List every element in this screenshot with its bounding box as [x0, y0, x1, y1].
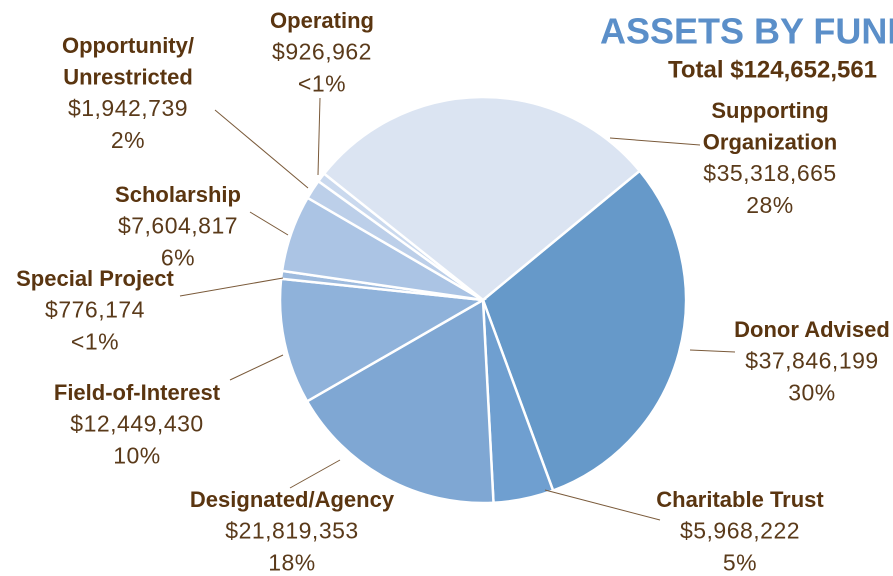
- value-label: $21,819,353: [225, 518, 358, 544]
- chart-subtitle: Total $124,652,561: [668, 56, 877, 83]
- percent-label: 18%: [268, 550, 316, 576]
- leader-line: [609, 137, 701, 146]
- leader-line: [179, 277, 284, 297]
- pie-slice: [278, 277, 487, 404]
- slice-name: Special Project: [16, 266, 174, 291]
- slice-name: Designated/Agency: [190, 487, 395, 512]
- value-label: $12,449,430: [70, 411, 203, 437]
- value-label: $776,174: [45, 297, 145, 323]
- leader-line: [249, 211, 289, 236]
- pie-slice: [481, 169, 688, 493]
- pie-slice: [322, 95, 642, 302]
- leader-line: [214, 109, 309, 189]
- value-label: $5,968,222: [680, 518, 800, 544]
- leader-line: [689, 349, 736, 353]
- value-label: $7,604,817: [118, 213, 238, 239]
- percent-label: 5%: [723, 550, 757, 576]
- value-label: $37,846,199: [745, 348, 878, 374]
- percent-label: 28%: [746, 192, 794, 218]
- leader-line: [317, 97, 321, 176]
- percent-label: <1%: [298, 71, 346, 97]
- leader-line: [229, 354, 284, 381]
- slice-name: Supporting: [711, 98, 828, 123]
- value-label: $35,318,665: [703, 160, 836, 186]
- slice-name: Scholarship: [115, 182, 241, 207]
- percent-label: 30%: [788, 380, 836, 406]
- slice-name: Field-of-Interest: [54, 380, 221, 405]
- slice-name: Operating: [270, 8, 374, 33]
- percent-label: 6%: [161, 245, 195, 271]
- percent-label: 2%: [111, 127, 145, 153]
- leader-line: [289, 459, 341, 489]
- leader-line: [544, 489, 661, 521]
- value-label: $926,962: [272, 39, 372, 65]
- percent-label: 10%: [113, 443, 161, 469]
- percent-label: <1%: [71, 329, 119, 355]
- value-label: $1,942,739: [68, 95, 188, 121]
- chart-title: ASSETS BY FUND: [600, 11, 893, 52]
- slice-name: Opportunity/: [62, 33, 194, 58]
- slice-name: Charitable Trust: [656, 487, 824, 512]
- slice-name: Unrestricted: [63, 64, 193, 89]
- pie-slice: [305, 297, 495, 505]
- slice-name: Organization: [703, 129, 837, 154]
- slice-name: Donor Advised: [734, 317, 890, 342]
